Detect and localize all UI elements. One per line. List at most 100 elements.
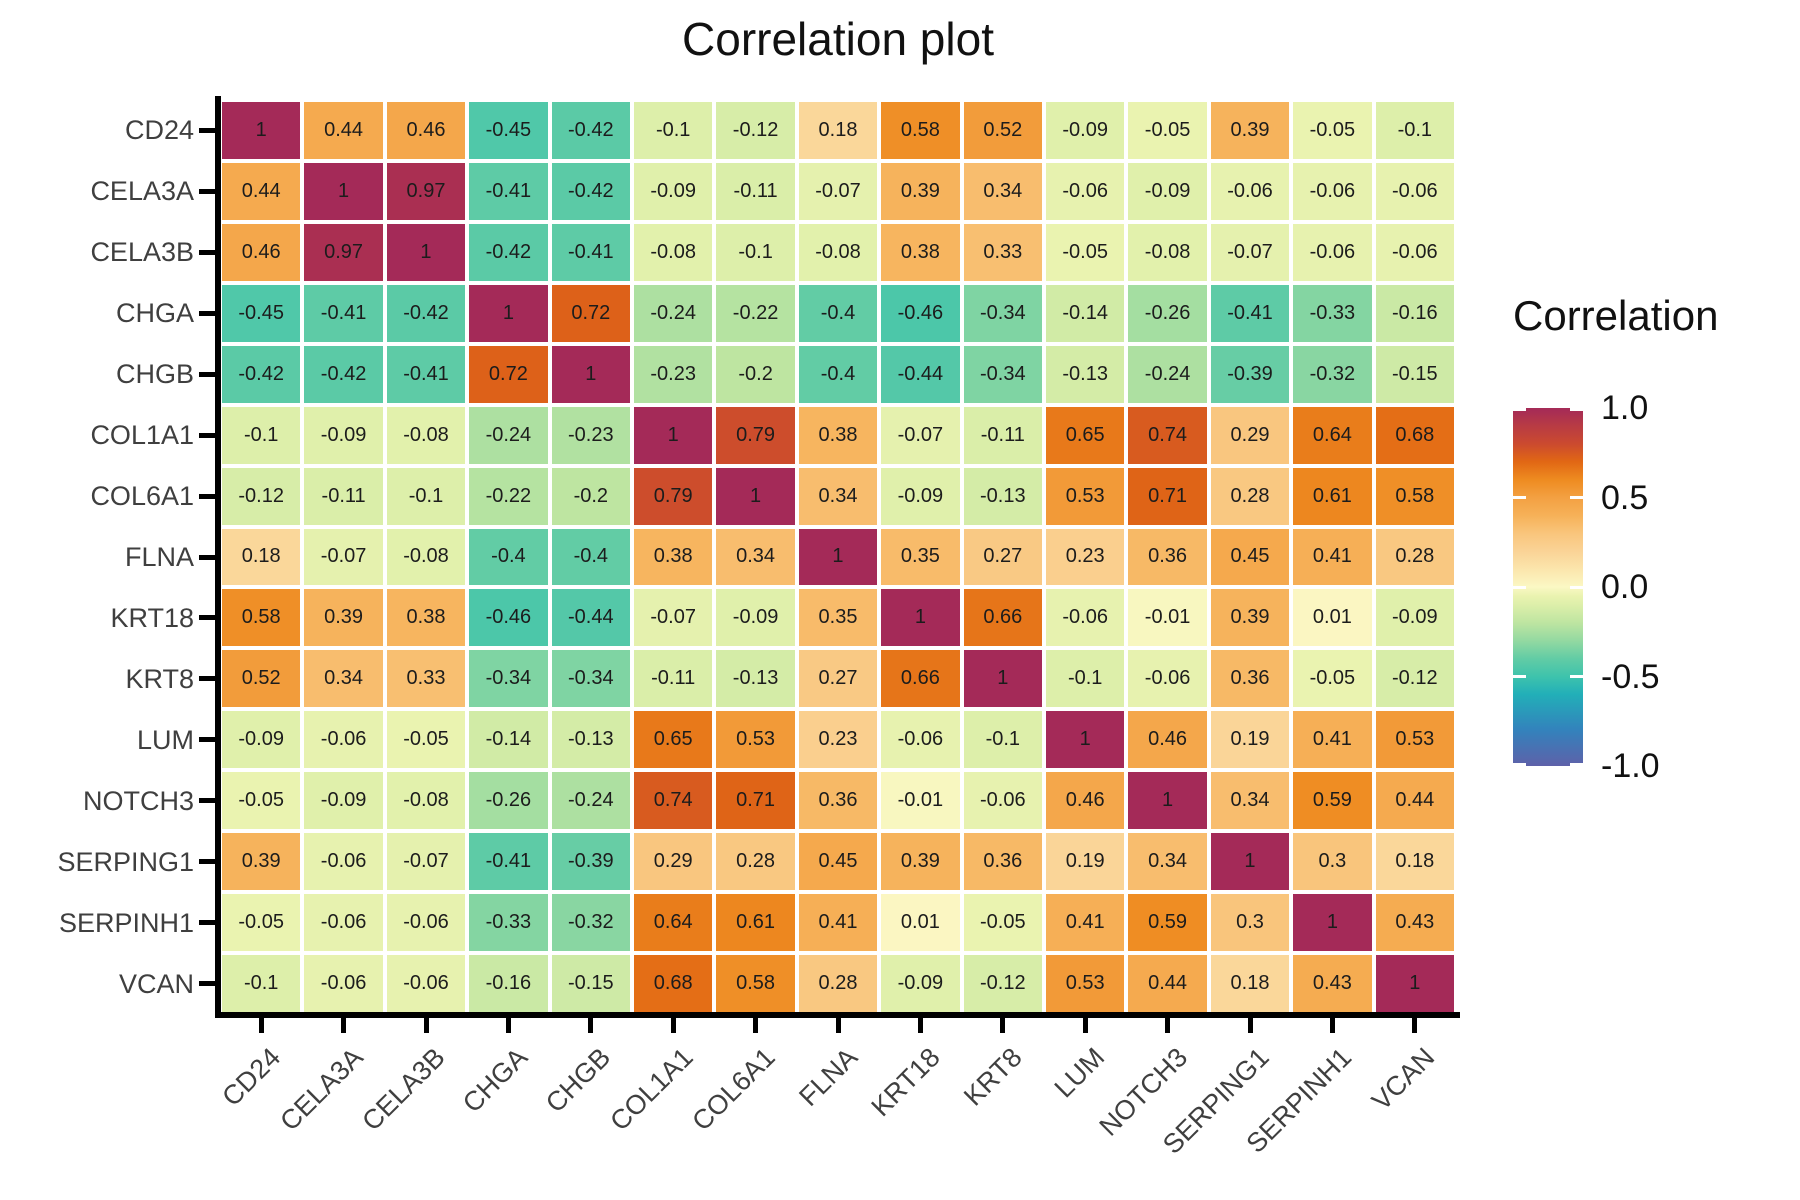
heatmap-cell: -0.39 <box>551 833 630 891</box>
y-axis-tick <box>199 188 215 194</box>
heatmap-cell: 0.46 <box>222 223 301 281</box>
legend-tick-mark <box>1513 585 1526 589</box>
heatmap-cell: -0.24 <box>469 406 548 464</box>
legend-tick-mark <box>1570 675 1583 678</box>
heatmap-cell: -0.05 <box>222 772 301 830</box>
heatmap-cell: -0.1 <box>1375 102 1454 159</box>
heatmap-cell: 0.53 <box>716 711 795 769</box>
heatmap-cell: -0.05 <box>222 894 301 952</box>
heatmap-cell: -0.06 <box>1293 223 1372 281</box>
heatmap-cell: -0.24 <box>1128 345 1207 403</box>
heatmap-cell: 1 <box>1128 772 1207 830</box>
heatmap-cell: -0.1 <box>963 711 1042 769</box>
heatmap-cell: -0.09 <box>304 406 383 464</box>
heatmap-cell: 0.58 <box>222 589 301 647</box>
heatmap-cell: -0.24 <box>634 284 713 342</box>
heatmap-cell: 0.46 <box>1046 772 1125 830</box>
heatmap-cell: 0.28 <box>1210 467 1290 525</box>
heatmap-cell: -0.12 <box>1375 650 1454 708</box>
heatmap-cell: -0.05 <box>1293 102 1372 159</box>
legend-tick-mark <box>1513 763 1526 766</box>
x-axis-tick <box>753 1018 759 1033</box>
heatmap-cell: -0.45 <box>469 102 548 159</box>
y-axis-label: CHGA <box>115 298 194 329</box>
y-axis-label: COL6A1 <box>90 481 194 512</box>
heatmap-cell: -0.24 <box>551 772 630 830</box>
y-axis-label: SERPINH1 <box>58 907 194 938</box>
y-axis-label: FLNA <box>124 542 194 572</box>
x-axis-label-text: COL6A1 <box>686 1042 781 1137</box>
y-axis-tick <box>199 127 215 133</box>
heatmap-cell: 1 <box>1293 894 1372 952</box>
heatmap-cell: -0.08 <box>798 223 878 281</box>
heatmap-cell: -0.13 <box>551 711 630 769</box>
heatmap-cell: -0.1 <box>222 955 301 1012</box>
x-axis-label-text: LUM <box>1048 1042 1111 1104</box>
heatmap-cell: -0.07 <box>798 162 878 220</box>
heatmap-cell: 0.38 <box>881 223 960 281</box>
heatmap-cell: -0.09 <box>1046 102 1125 159</box>
heatmap-cell: -0.14 <box>1046 284 1125 342</box>
heatmap-cell: 0.35 <box>798 589 878 647</box>
heatmap-cell: 0.43 <box>1293 955 1372 1012</box>
heatmap-cell: 0.29 <box>634 833 713 891</box>
x-axis-line <box>215 1012 1460 1018</box>
x-axis-tick <box>1412 1018 1418 1033</box>
y-axis-tick <box>199 676 215 682</box>
heatmap-cell: -0.34 <box>963 284 1042 342</box>
heatmap-cell: 0.34 <box>716 528 795 586</box>
y-axis-label: CD24 <box>124 115 194 146</box>
y-axis-tick <box>199 798 215 804</box>
heatmap-cell: -0.09 <box>881 467 960 525</box>
heatmap-cell: 0.28 <box>716 833 795 891</box>
heatmap-cell: 0.72 <box>469 345 548 403</box>
heatmap-cell: -0.09 <box>304 772 383 830</box>
heatmap-cell: 1 <box>1046 711 1125 769</box>
heatmap-cell: 0.18 <box>1210 955 1290 1012</box>
y-axis-tick <box>199 432 215 438</box>
y-axis-tick <box>199 493 215 499</box>
heatmap-cell: 0.01 <box>1293 589 1372 647</box>
heatmap-cell: 0.43 <box>1375 894 1454 952</box>
heatmap-cell: 0.18 <box>798 102 878 159</box>
x-axis-tick <box>505 1018 511 1033</box>
y-axis-label: CHGB <box>115 359 194 390</box>
legend-tick-label: -1.0 <box>1601 747 1660 785</box>
heatmap-cell: 0.53 <box>1046 955 1125 1012</box>
x-axis-tick <box>1247 1018 1253 1033</box>
heatmap-cell: 0.34 <box>1210 772 1290 830</box>
heatmap-cell: -0.06 <box>304 955 383 1012</box>
heatmap-cell: -0.39 <box>1210 345 1290 403</box>
heatmap-cell: 1 <box>222 102 301 159</box>
heatmap-cell: 0.39 <box>222 833 301 891</box>
heatmap-cell: 0.19 <box>1210 711 1290 769</box>
heatmap-cell: 0.61 <box>716 894 795 952</box>
heatmap-cell: 0.33 <box>963 223 1042 281</box>
heatmap-cell: -0.06 <box>386 955 466 1012</box>
heatmap-cell: -0.14 <box>469 711 548 769</box>
heatmap-cell: -0.09 <box>1375 589 1454 647</box>
heatmap-cell: 1 <box>551 345 630 403</box>
heatmap-cell: 0.97 <box>386 162 466 220</box>
heatmap-cell: -0.1 <box>386 467 466 525</box>
y-axis-tick <box>199 371 215 377</box>
legend-tick-label: 1.0 <box>1601 389 1649 427</box>
heatmap-cell: -0.16 <box>469 955 548 1012</box>
heatmap-cell: -0.4 <box>798 345 878 403</box>
heatmap-cell: -0.45 <box>222 284 301 342</box>
legend-colorbar <box>1513 408 1583 766</box>
x-axis-label-text: COL1A1 <box>603 1042 699 1137</box>
heatmap-cell: 0.23 <box>1046 528 1125 586</box>
heatmap-cell: -0.46 <box>881 284 960 342</box>
heatmap-cell: 0.41 <box>1293 711 1372 769</box>
heatmap-cell: -0.06 <box>881 711 960 769</box>
heatmap-cell: -0.09 <box>716 589 795 647</box>
heatmap-cell: -0.08 <box>386 406 466 464</box>
x-axis-tick <box>1165 1018 1171 1033</box>
heatmap-cell: -0.07 <box>634 589 713 647</box>
heatmap-cell: 1 <box>798 528 878 586</box>
heatmap-cell: 0.36 <box>1210 650 1290 708</box>
heatmap-cell: -0.42 <box>222 345 301 403</box>
heatmap-cell: -0.01 <box>1128 589 1207 647</box>
heatmap-cell: -0.33 <box>469 894 548 952</box>
